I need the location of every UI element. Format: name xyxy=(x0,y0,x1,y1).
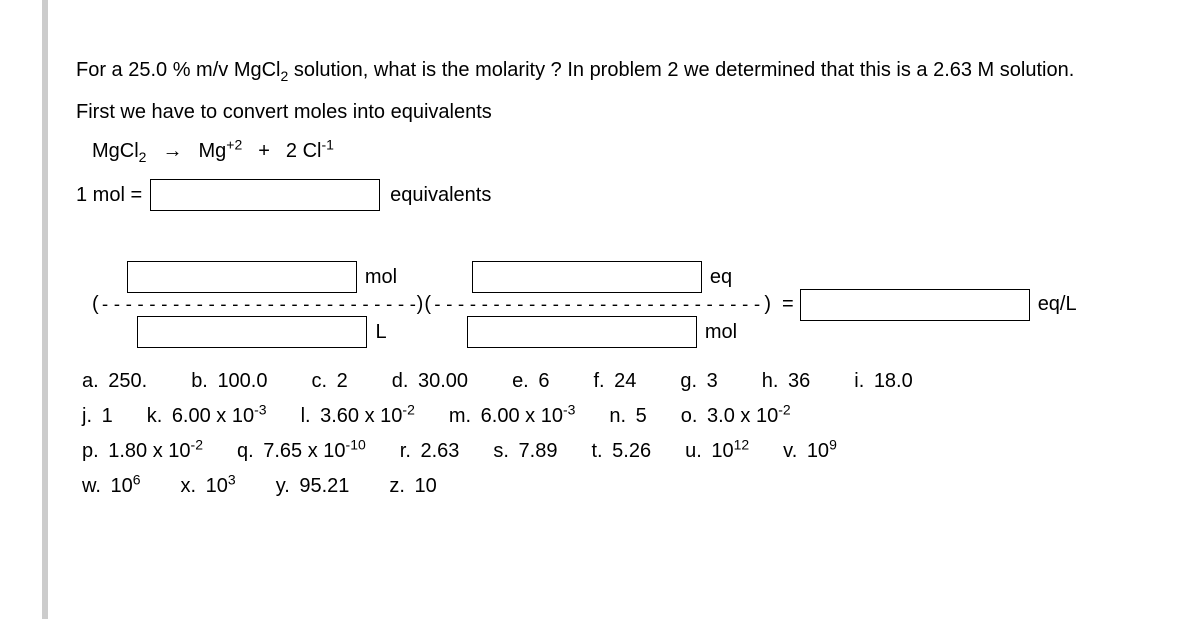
opt-r: r. 2.63 xyxy=(400,440,460,463)
numerator-2-unit: eq xyxy=(710,266,732,289)
denominator-2-input[interactable] xyxy=(467,316,697,348)
opt-s: s. 7.89 xyxy=(493,440,557,463)
opt-f: f. 24 xyxy=(593,370,636,393)
numerator-1-input[interactable] xyxy=(127,261,357,293)
dissociation-formula: MgCl2 → Mg+2 + 2 Cl-1 xyxy=(92,140,1124,163)
opt-row-3: p. 1.80 x 10-2 q. 7.65 x 10-10 r. 2.63 s… xyxy=(82,440,1124,463)
answer-options: a. 250. b. 100.0 c. 2 d. 30.00 e. 6 f. 2… xyxy=(82,370,1124,498)
page: For a 25.0 % m/v MgCl2 solution, what is… xyxy=(0,0,1200,619)
opt-m: m. 6.00 x 10-3 xyxy=(449,405,576,428)
dash-2: ----------------------------------------… xyxy=(432,293,772,316)
opt-i: i. 18.0 xyxy=(854,370,913,393)
paren-close: ) xyxy=(764,293,772,316)
fraction-row: mol ( ----------------------------------… xyxy=(92,261,1124,348)
fraction-col-2: eq -------------------------------------… xyxy=(432,261,772,348)
plus-sign: + xyxy=(258,140,270,163)
opt-a: a. 250. xyxy=(82,370,147,393)
formula-lhs: MgCl2 xyxy=(92,140,146,163)
formula-r1: Mg+2 xyxy=(198,140,242,163)
q1-post: solution, what is the molarity ? In prob… xyxy=(288,59,1074,81)
opt-k: k. 6.00 x 10-3 xyxy=(147,405,267,428)
opt-z: z. 10 xyxy=(389,475,436,498)
paren-mid: )( xyxy=(417,293,432,316)
mol-prefix: 1 mol = xyxy=(76,184,142,207)
equivalents-input[interactable] xyxy=(150,179,380,211)
q1-pre: For a 25.0 % m/v MgCl xyxy=(76,59,281,81)
dashes-1: ----------------------------------------… xyxy=(100,294,417,315)
opt-j: j. 1 xyxy=(82,405,113,428)
opt-n: n. 5 xyxy=(609,405,646,428)
arrow-icon: → xyxy=(162,140,182,163)
result-input[interactable] xyxy=(800,289,1030,321)
denominator-1-unit: L xyxy=(375,321,386,344)
opt-b: b. 100.0 xyxy=(191,370,267,393)
question-line-1: For a 25.0 % m/v MgCl2 solution, what is… xyxy=(76,56,1124,84)
fraction-col-1: mol ( ----------------------------------… xyxy=(92,261,432,348)
result-unit: eq/L xyxy=(1038,293,1077,316)
denominator-2: mol xyxy=(467,316,737,348)
formula-r2: 2 Cl-1 xyxy=(286,140,334,163)
numerator-2: eq xyxy=(472,261,732,293)
opt-w: w. 106 xyxy=(82,475,141,498)
mol-equivalents-line: 1 mol = equivalents xyxy=(76,179,1124,211)
numerator-2-input[interactable] xyxy=(472,261,702,293)
opt-h: h. 36 xyxy=(762,370,811,393)
opt-e: e. 6 xyxy=(512,370,549,393)
question-line-2: First we have to convert moles into equi… xyxy=(76,98,1124,126)
numerator-1-unit: mol xyxy=(365,266,397,289)
dashes-2: ----------------------------------------… xyxy=(432,294,764,315)
equals-sign: = xyxy=(782,293,794,316)
opt-x: x. 103 xyxy=(181,475,236,498)
opt-t: t. 5.26 xyxy=(591,440,651,463)
opt-l: l. 3.60 x 10-2 xyxy=(301,405,415,428)
opt-q: q. 7.65 x 10-10 xyxy=(237,440,366,463)
left-margin-bar xyxy=(42,0,48,619)
opt-c: c. 2 xyxy=(312,370,348,393)
opt-o: o. 3.0 x 10-2 xyxy=(681,405,791,428)
opt-d: d. 30.00 xyxy=(392,370,468,393)
opt-v: v. 109 xyxy=(783,440,837,463)
opt-row-1: a. 250. b. 100.0 c. 2 d. 30.00 e. 6 f. 2… xyxy=(82,370,1124,393)
opt-row-2: j. 1 k. 6.00 x 10-3 l. 3.60 x 10-2 m. 6.… xyxy=(82,405,1124,428)
denominator-2-unit: mol xyxy=(705,321,737,344)
paren-open: ( xyxy=(92,293,100,316)
opt-p: p. 1.80 x 10-2 xyxy=(82,440,203,463)
numerator-1: mol xyxy=(127,261,397,293)
opt-u: u. 1012 xyxy=(685,440,749,463)
opt-g: g. 3 xyxy=(680,370,717,393)
result-cell: = eq/L xyxy=(782,289,1077,321)
opt-row-4: w. 106 x. 103 y. 95.21 z. 10 xyxy=(82,475,1124,498)
dash-1: ( --------------------------------------… xyxy=(92,293,432,316)
denominator-1: L xyxy=(137,316,386,348)
opt-y: y. 95.21 xyxy=(276,475,350,498)
mol-suffix: equivalents xyxy=(390,184,491,207)
denominator-1-input[interactable] xyxy=(137,316,367,348)
